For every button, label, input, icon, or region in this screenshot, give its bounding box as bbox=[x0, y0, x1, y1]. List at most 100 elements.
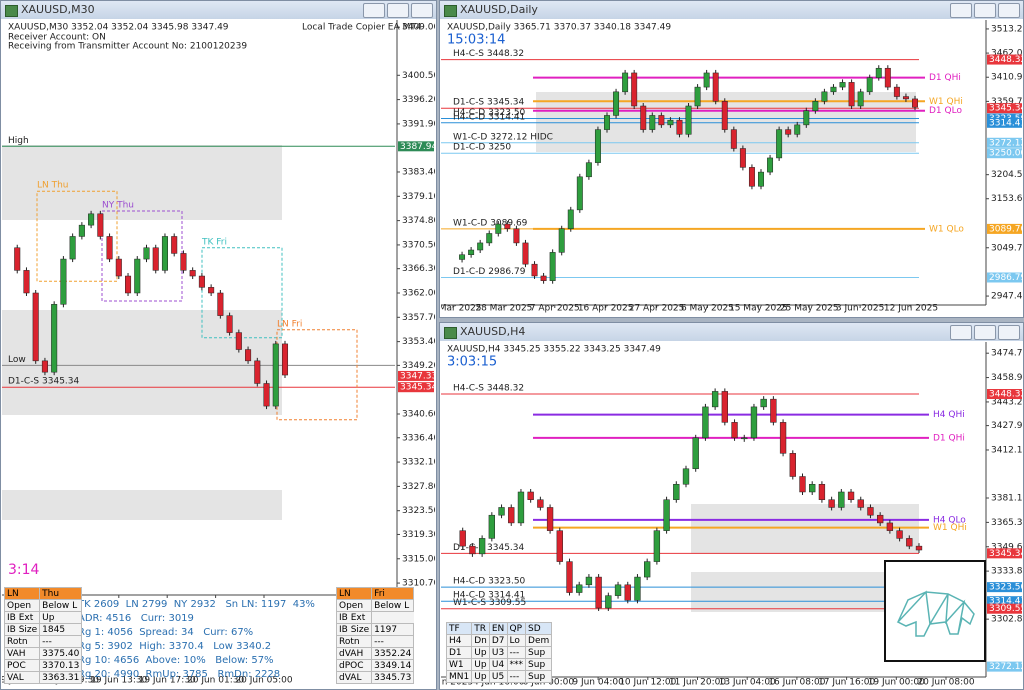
chart: 3513.20 3462.05 3410.90 3359.75 3204.55 3153.… bbox=[441, 20, 1022, 314]
y-tick-label: 3319.30 bbox=[402, 530, 435, 540]
table-row: VAH 3375.40 bbox=[3, 647, 83, 660]
candle bbox=[711, 391, 719, 408]
chart-header: XAUUSD,Daily 3365.71 3370.37 3340.18 334… bbox=[447, 23, 671, 33]
x-tick-label: 28 Mar 2025 bbox=[475, 304, 532, 314]
clock: 15:03:14 bbox=[447, 33, 505, 48]
bear-logo bbox=[896, 590, 975, 637]
candle bbox=[821, 91, 828, 102]
price-marker-label: 3250.00 bbox=[989, 149, 1022, 159]
window-title: XAUUSD,H4 bbox=[460, 325, 526, 338]
quarter-label: H4 QHi bbox=[933, 410, 965, 420]
table-cell: D7 bbox=[488, 634, 508, 647]
table-cell: --- bbox=[506, 646, 527, 659]
candle bbox=[896, 530, 903, 539]
candle bbox=[893, 86, 900, 97]
table-cell: U4 bbox=[488, 658, 508, 671]
y-tick-label: 3204.55 bbox=[991, 170, 1022, 180]
session-label: LN Fri bbox=[277, 319, 302, 329]
stats-line: ADR: 4516 Curr: 3019 bbox=[78, 613, 194, 624]
price-marker-label: 3314.41 bbox=[989, 118, 1022, 128]
table-row: TF TR EN QP SD bbox=[445, 622, 553, 635]
table-cell: U3 bbox=[488, 646, 508, 659]
table-cell: LN bbox=[335, 587, 373, 600]
price-marker bbox=[987, 117, 1022, 128]
candle bbox=[161, 236, 168, 271]
y-tick-label: 3366.30 bbox=[402, 264, 435, 274]
x-tick-label: 15 May 2025 bbox=[729, 304, 788, 314]
table-cell: U5 bbox=[488, 670, 508, 683]
candle bbox=[522, 242, 529, 265]
candle bbox=[217, 292, 224, 316]
candle bbox=[785, 129, 792, 135]
candle bbox=[640, 105, 647, 130]
y-tick-label: 3333.85 bbox=[991, 567, 1022, 577]
y-tick-label: 3049.75 bbox=[991, 243, 1022, 253]
x-tick-label: 12 Jun 2025 bbox=[884, 304, 938, 314]
candle bbox=[776, 129, 783, 159]
candle bbox=[245, 349, 252, 362]
candle bbox=[794, 124, 801, 135]
quarter-label: W1 QLo bbox=[929, 224, 964, 234]
candle bbox=[634, 576, 641, 601]
candle bbox=[877, 514, 884, 524]
candle bbox=[673, 483, 680, 500]
level-label: W1-C-D 3089.69 bbox=[453, 218, 528, 228]
y-tick-label: 3357.70 bbox=[402, 313, 435, 323]
candle bbox=[498, 507, 505, 516]
logo bbox=[884, 560, 986, 662]
table-cell: Dem bbox=[525, 634, 553, 647]
table-cell: IB Size bbox=[3, 623, 41, 636]
table-cell: Below L bbox=[371, 599, 415, 612]
x-tick-label: 19 Jun 00:00 bbox=[868, 678, 925, 688]
table-cell: --- bbox=[506, 670, 527, 683]
y-tick-label: 3458.95 bbox=[991, 373, 1022, 383]
table-cell: Up bbox=[39, 611, 83, 624]
y-tick-label: 3391.90 bbox=[402, 119, 435, 129]
price-marker bbox=[987, 148, 1022, 159]
table-cell: dVAH bbox=[335, 647, 373, 660]
candle bbox=[585, 162, 592, 178]
x-tick-label: 7 Apr 2025 bbox=[530, 304, 580, 314]
candle bbox=[915, 545, 923, 551]
candle bbox=[14, 247, 21, 271]
session-box bbox=[101, 210, 183, 302]
level-label: H4-C-D 3314.41 bbox=[453, 591, 525, 601]
zone bbox=[2, 145, 282, 220]
y-tick-label: 3462.05 bbox=[991, 49, 1022, 59]
table-cell: TR bbox=[471, 622, 490, 635]
table-cell: Open bbox=[3, 599, 41, 612]
table-row: MN1 Up U5 --- Sup bbox=[445, 670, 553, 683]
candle bbox=[488, 514, 495, 539]
candle bbox=[902, 96, 909, 100]
candle bbox=[857, 91, 864, 107]
candle bbox=[857, 499, 864, 508]
window-buttons[interactable] bbox=[948, 325, 1020, 346]
y-tick-label: 3400.50 bbox=[402, 71, 435, 81]
table-cell: SD bbox=[525, 622, 553, 635]
stats-line: Rg 20: 4990 RmUp: 3785 RmDn: 2228 bbox=[78, 669, 281, 680]
candle bbox=[685, 105, 692, 135]
candle bbox=[779, 422, 787, 454]
quarter-label: D1 QHi bbox=[933, 433, 965, 443]
window-buttons[interactable] bbox=[361, 3, 433, 24]
table-cell: IB Size bbox=[335, 623, 373, 636]
table-row: dPOC 3349.14 bbox=[335, 659, 415, 672]
stats-panel: TK 2609 LN 2799 NY 2932 Sn LN: 1197 43% A… bbox=[78, 598, 315, 682]
price-marker bbox=[987, 54, 1022, 65]
x-tick-label: 20 Jun 01:30 bbox=[187, 676, 244, 686]
candle bbox=[469, 545, 476, 555]
candle bbox=[41, 360, 48, 373]
price-marker bbox=[987, 103, 1022, 114]
candle bbox=[143, 247, 150, 260]
window-buttons[interactable] bbox=[948, 3, 1020, 24]
level-label: D1-C-S 3345.34 bbox=[453, 543, 525, 553]
candle bbox=[614, 584, 622, 596]
table-cell: 3349.14 bbox=[371, 659, 415, 672]
candle bbox=[134, 258, 141, 294]
y-tick-label: 3327.80 bbox=[402, 482, 435, 492]
info-table: LN Fri Open Below L IB Ext IB Size 1197 Rotn ---… bbox=[335, 587, 415, 684]
zone bbox=[2, 490, 282, 520]
candle bbox=[799, 476, 806, 493]
candle bbox=[818, 483, 826, 500]
chart: 3409.00 3400.50 3396.20 3391.90 3383.40 3379.… bbox=[2, 20, 435, 686]
